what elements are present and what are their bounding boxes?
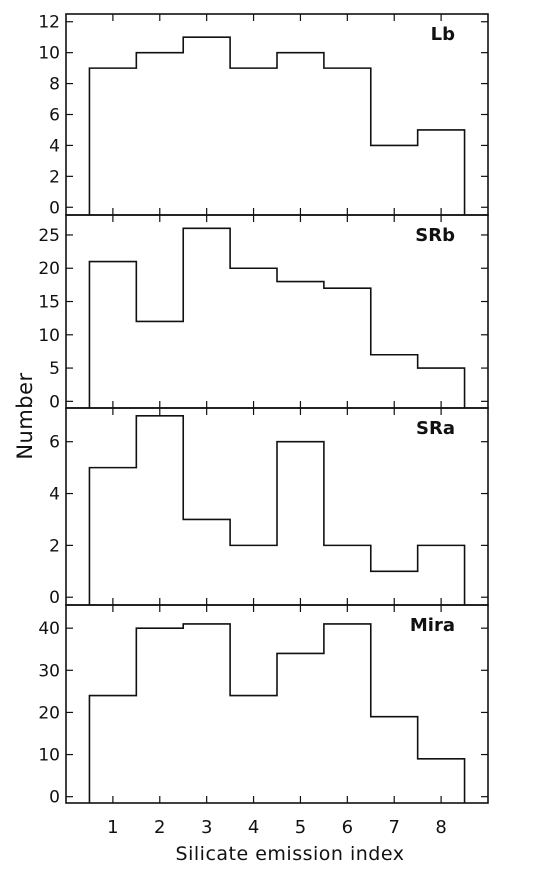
x-tick-label: 2 bbox=[154, 817, 165, 838]
y-tick-label: 40 bbox=[38, 619, 60, 639]
y-tick-label: 10 bbox=[38, 44, 60, 64]
bar-mira-7 bbox=[371, 717, 418, 803]
bar-lb-3 bbox=[183, 37, 230, 215]
bar-srb-5 bbox=[277, 282, 324, 408]
y-tick-label: 0 bbox=[49, 392, 60, 412]
panel-lb: 0 2 4 6 8 10 12 Lb bbox=[38, 13, 489, 218]
bar-mira-5 bbox=[277, 653, 324, 803]
y-tick-label: 30 bbox=[38, 661, 60, 681]
x-tick-label: 4 bbox=[248, 817, 259, 838]
y-tick-label: 5 bbox=[49, 359, 60, 379]
bar-srb-4 bbox=[230, 268, 277, 408]
bar-mira-8 bbox=[418, 759, 465, 803]
bar-srb-6 bbox=[324, 288, 371, 408]
bar-sra-2 bbox=[136, 416, 183, 605]
x-tick-label: 3 bbox=[201, 817, 212, 838]
panel-label: SRb bbox=[415, 225, 455, 246]
y-tick-label: 12 bbox=[38, 13, 60, 33]
bar-srb-7 bbox=[371, 355, 418, 408]
y-tick-label: 10 bbox=[38, 326, 60, 346]
panel-label: Mira bbox=[410, 615, 455, 636]
bar-mira-4 bbox=[230, 696, 277, 803]
histogram-outline bbox=[88, 414, 466, 605]
bar-lb-4 bbox=[230, 68, 277, 215]
x-tick-label: 1 bbox=[107, 817, 118, 838]
y-tick-label: 2 bbox=[49, 167, 60, 187]
y-tick-label: 20 bbox=[38, 703, 60, 723]
y-tick-label: 0 bbox=[49, 198, 60, 218]
panel-label: Lb bbox=[431, 24, 455, 45]
y-axis-label: Number bbox=[13, 372, 37, 459]
histogram-outline bbox=[88, 227, 466, 408]
bar-srb-8 bbox=[418, 368, 465, 408]
y-tick-label: 0 bbox=[49, 788, 60, 808]
panel-frame bbox=[65, 604, 489, 804]
y-tick-label: 10 bbox=[38, 746, 60, 766]
bar-sra-5 bbox=[277, 442, 324, 605]
bar-lb-6 bbox=[324, 68, 371, 215]
y-tick-label: 20 bbox=[38, 259, 60, 279]
y-tick-label: 25 bbox=[38, 226, 60, 246]
bar-lb-2 bbox=[136, 53, 183, 215]
y-tick-label: 4 bbox=[49, 136, 60, 156]
y-tick-label: 8 bbox=[49, 75, 60, 95]
bar-sra-3 bbox=[183, 519, 230, 605]
y-tick-label: 2 bbox=[49, 536, 60, 556]
bar-srb-2 bbox=[136, 321, 183, 408]
histogram-outline bbox=[88, 623, 466, 803]
bar-srb-3 bbox=[183, 228, 230, 408]
x-tick-label: 8 bbox=[435, 817, 446, 838]
panel-mira: 0 10 20 30 40 Mira bbox=[38, 604, 489, 808]
bar-mira-6 bbox=[324, 624, 371, 803]
bar-mira-1 bbox=[89, 696, 136, 803]
x-tick-label: 5 bbox=[295, 817, 306, 838]
bar-lb-5 bbox=[277, 53, 324, 215]
bar-lb-1 bbox=[89, 68, 136, 215]
x-tick-label: 6 bbox=[342, 817, 353, 838]
y-tick-label: 4 bbox=[49, 485, 60, 505]
bar-lb-8 bbox=[418, 130, 465, 215]
bar-sra-7 bbox=[371, 571, 418, 605]
panel-srb: 0 5 10 15 20 25 SRb bbox=[38, 214, 489, 412]
bar-srb-1 bbox=[89, 262, 136, 408]
y-tick-label: 6 bbox=[49, 106, 60, 126]
bar-mira-3 bbox=[183, 624, 230, 803]
x-tick-label: 7 bbox=[388, 817, 399, 838]
panel-sra: 0 2 4 6 SRa bbox=[49, 407, 489, 608]
y-tick-label: 15 bbox=[38, 293, 60, 313]
bar-sra-1 bbox=[89, 468, 136, 605]
histogram-outline bbox=[88, 36, 466, 215]
x-axis-label: Silicate emission index bbox=[176, 843, 405, 865]
y-tick-label: 6 bbox=[49, 433, 60, 453]
y-tick-label: 0 bbox=[49, 588, 60, 608]
panel-label: SRa bbox=[416, 418, 455, 439]
bar-sra-4 bbox=[230, 545, 277, 605]
bar-sra-8 bbox=[418, 545, 465, 605]
bar-mira-2 bbox=[136, 628, 183, 803]
bar-lb-7 bbox=[371, 145, 418, 215]
bar-sra-6 bbox=[324, 545, 371, 605]
